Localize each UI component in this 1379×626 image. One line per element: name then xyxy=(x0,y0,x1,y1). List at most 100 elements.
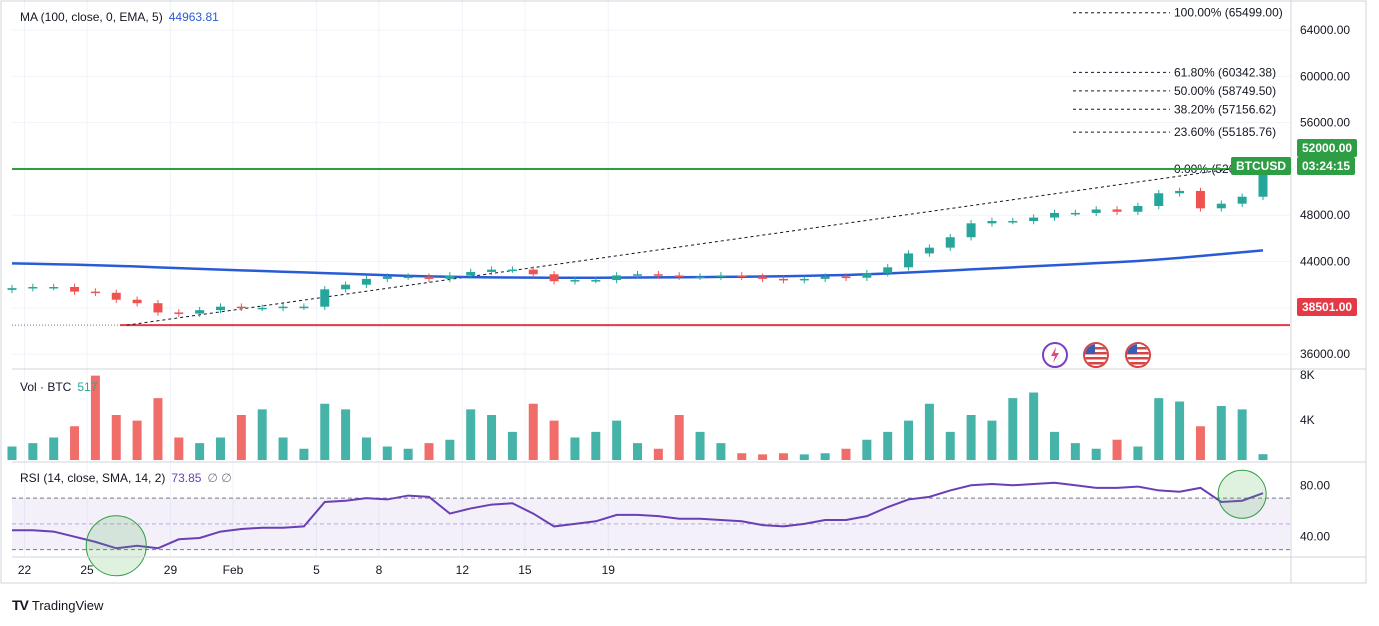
volume-bar xyxy=(341,409,351,460)
candle-body xyxy=(49,286,59,289)
volume-tick-label: 8K xyxy=(1300,368,1315,382)
candle-body xyxy=(1195,190,1205,209)
volume-bar xyxy=(653,448,663,460)
candle-body xyxy=(361,278,371,285)
candle-body xyxy=(966,223,976,238)
rsi-legend-value: 73.85 xyxy=(171,471,202,485)
candle-body xyxy=(1133,205,1143,212)
time-tick-label: 19 xyxy=(602,563,616,577)
volume-bar xyxy=(612,420,622,460)
volume-bar xyxy=(28,443,38,460)
tradingview-logo-icon: TV xyxy=(12,597,29,613)
time-tick-label: 5 xyxy=(313,563,320,577)
volume-tick-label: 4K xyxy=(1300,413,1315,427)
rsi-tick-label: 80.00 xyxy=(1300,478,1330,492)
volume-legend-value: 517 xyxy=(77,380,98,394)
candle-body xyxy=(1237,196,1247,204)
candle-body xyxy=(90,291,100,294)
candle-body xyxy=(487,269,497,272)
tradingview-logo[interactable]: TV TradingView xyxy=(12,597,103,613)
volume-bar xyxy=(633,443,642,460)
volume-bar xyxy=(7,446,17,460)
rsi-legend-extra: ∅ ∅ xyxy=(207,471,232,485)
ma-legend-value: 44963.81 xyxy=(168,10,219,24)
us-flag-event-icon[interactable] xyxy=(1083,342,1109,368)
brand-label: TradingView xyxy=(31,597,104,613)
volume-bar xyxy=(320,403,330,460)
candle-body xyxy=(466,271,476,276)
candle-body xyxy=(841,276,851,279)
candle-body xyxy=(424,276,434,279)
candle-body xyxy=(236,306,246,309)
candle-body xyxy=(1029,217,1039,222)
volume-bar xyxy=(195,443,205,460)
candle-body xyxy=(132,299,142,304)
volume-bar xyxy=(236,415,246,460)
candle-body xyxy=(549,274,559,282)
volume-bar xyxy=(945,431,955,460)
tick-labels: 64000.0060000.0056000.0052000.0048000.00… xyxy=(18,23,1351,577)
volume-bar xyxy=(883,431,893,460)
rsi-legend[interactable]: RSI (14, close, SMA, 14, 2) 73.85 ∅ ∅ xyxy=(20,471,232,485)
candle-body xyxy=(28,286,38,289)
time-tick-label: 12 xyxy=(456,563,470,577)
volume-bar xyxy=(299,448,309,460)
volume-bar xyxy=(820,453,830,460)
volume-bars xyxy=(7,375,1268,460)
lightning-event-icon[interactable] xyxy=(1042,342,1068,368)
candle-body xyxy=(653,274,663,276)
fib-retracement[interactable]: 100.00% (65499.00) 61.80% (60342.38) 50.00… xyxy=(1073,6,1283,176)
us-flag-event-icon[interactable] xyxy=(1125,342,1151,368)
candle-body xyxy=(758,276,768,279)
candle-body xyxy=(799,278,809,281)
candle-body xyxy=(320,289,330,307)
volume-bar xyxy=(132,420,142,460)
candle-body xyxy=(1112,209,1122,212)
overbought-highlight xyxy=(1217,469,1267,519)
volume-bar xyxy=(1029,392,1039,460)
volume-bar xyxy=(695,431,705,460)
highlight-circles xyxy=(85,469,1267,577)
candles xyxy=(7,165,1268,317)
volume-bar xyxy=(361,437,371,460)
fib-level-label: 100.00% (65499.00) xyxy=(1174,6,1283,20)
volume-bar xyxy=(466,409,476,460)
candle-body xyxy=(299,306,309,309)
candle-body xyxy=(924,247,934,254)
volume-bar xyxy=(1091,448,1101,460)
ma-legend[interactable]: MA (100, close, 0, EMA, 5) 44963.81 xyxy=(20,10,219,24)
horizontal-levels[interactable] xyxy=(12,167,1290,327)
candle-body xyxy=(445,275,455,279)
price-tick-label: 56000.00 xyxy=(1300,116,1350,130)
trend-line[interactable] xyxy=(126,168,1231,326)
volume-bar xyxy=(549,420,559,460)
volume-bar xyxy=(1050,431,1059,460)
candle-body xyxy=(216,306,225,311)
volume-bar xyxy=(403,448,413,460)
candle-body xyxy=(820,276,830,279)
volume-bar xyxy=(1237,409,1247,460)
candle-body xyxy=(633,274,642,276)
volume-legend[interactable]: Vol · BTC 517 xyxy=(20,380,97,394)
candle-body xyxy=(1008,221,1018,223)
volume-bar xyxy=(1216,406,1226,460)
volume-bar xyxy=(1008,398,1018,460)
candle-body xyxy=(403,276,413,279)
grid-lines xyxy=(12,0,1290,556)
fib-level-label: 23.60% (55185.76) xyxy=(1174,125,1276,139)
volume-bar xyxy=(174,437,184,460)
candle-body xyxy=(778,278,788,281)
candle-body xyxy=(883,267,893,274)
volume-bar xyxy=(278,437,288,460)
candle-body xyxy=(7,288,17,290)
volume-bar xyxy=(1133,446,1143,460)
rsi-path xyxy=(12,481,1264,550)
rsi-band xyxy=(12,497,1290,551)
fib-level-label: 61.80% (60342.38) xyxy=(1174,65,1276,79)
fib-level-label: 50.00% (58749.50) xyxy=(1174,84,1276,98)
volume-bar xyxy=(445,439,455,460)
volume-bar xyxy=(758,454,768,460)
volume-bar xyxy=(841,448,851,460)
candle-body xyxy=(70,286,80,292)
